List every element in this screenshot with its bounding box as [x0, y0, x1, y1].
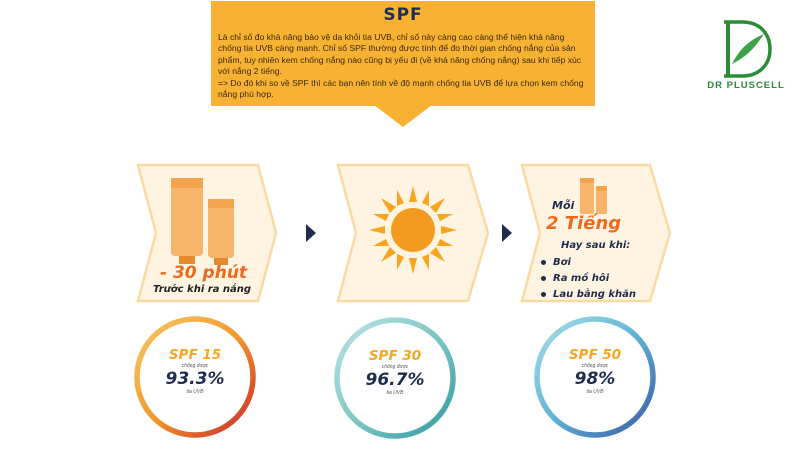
spf15-sub: chống được — [181, 363, 209, 369]
step-3-prefix: Mỗi — [552, 199, 575, 212]
spf-info-box: SPF Là chỉ số đo khả năng bảo vệ da khỏi… — [211, 1, 595, 106]
spf30-unit: tia UVB — [386, 390, 404, 396]
spf15-card: SPF 15 chống được 93.3% tia UVB — [137, 347, 253, 395]
brand-name: DR PLUSCELL — [707, 80, 785, 91]
spf30-card: SPF 30 chống được 96.7% tia UVB — [337, 348, 453, 396]
spf15-unit: tia UVB — [186, 389, 204, 395]
spf50-unit: tia UVB — [586, 389, 604, 395]
brand-logo-icon — [724, 20, 772, 78]
small-tubes-icon — [580, 178, 607, 214]
spf30-sub: chống được — [381, 364, 409, 370]
step-1-caption: Trước khi ra nắng — [153, 284, 252, 295]
spf50-sub: chống được — [581, 363, 609, 369]
spf50-ring — [534, 316, 656, 438]
spf30-title: SPF 30 — [368, 348, 422, 364]
info-text: Là chỉ số đo khả năng bảo vệ da khỏi tia… — [218, 32, 590, 100]
step-3-chevron — [520, 163, 672, 303]
step-1-time: - 30 phút — [160, 263, 248, 283]
info-paragraph-2: => Do đó khi so về SPF thì các bạn nên t… — [218, 77, 584, 100]
sun-icon — [369, 186, 457, 274]
spf30-percent: 96.7% — [365, 370, 425, 390]
spf15-title: SPF 15 — [168, 347, 222, 363]
spf50-card: SPF 50 chống được 98% tia UVB — [537, 347, 653, 395]
info-box-pointer — [374, 105, 432, 127]
sunscreen-tubes-icon — [171, 178, 234, 265]
bullet-dot-icon — [541, 275, 546, 281]
bullet-item: Bơi — [541, 254, 636, 270]
spf30-ring — [334, 317, 456, 439]
spf15-ring — [134, 316, 256, 438]
step-3-subtitle: Hay sau khi: — [561, 240, 631, 251]
step-3-interval: 2 Tiếng — [546, 213, 622, 234]
bullet-item: Ra mồ hôi — [541, 270, 636, 286]
info-title: SPF — [383, 5, 423, 25]
spf50-title: SPF 50 — [568, 347, 622, 363]
step-3-bullets: Bơi Ra mồ hôi Lau bằng khăn — [541, 254, 636, 302]
bullet-item: Lau bằng khăn — [541, 286, 636, 302]
arrow-1-icon — [306, 224, 316, 242]
arrow-2-icon — [502, 224, 512, 242]
spf50-percent: 98% — [574, 369, 616, 389]
bullet-dot-icon — [541, 259, 546, 265]
info-paragraph-1: Là chỉ số đo khả năng bảo vệ da khỏi tia… — [218, 32, 582, 77]
bullet-dot-icon — [541, 291, 546, 297]
spf15-percent: 93.3% — [165, 369, 225, 389]
